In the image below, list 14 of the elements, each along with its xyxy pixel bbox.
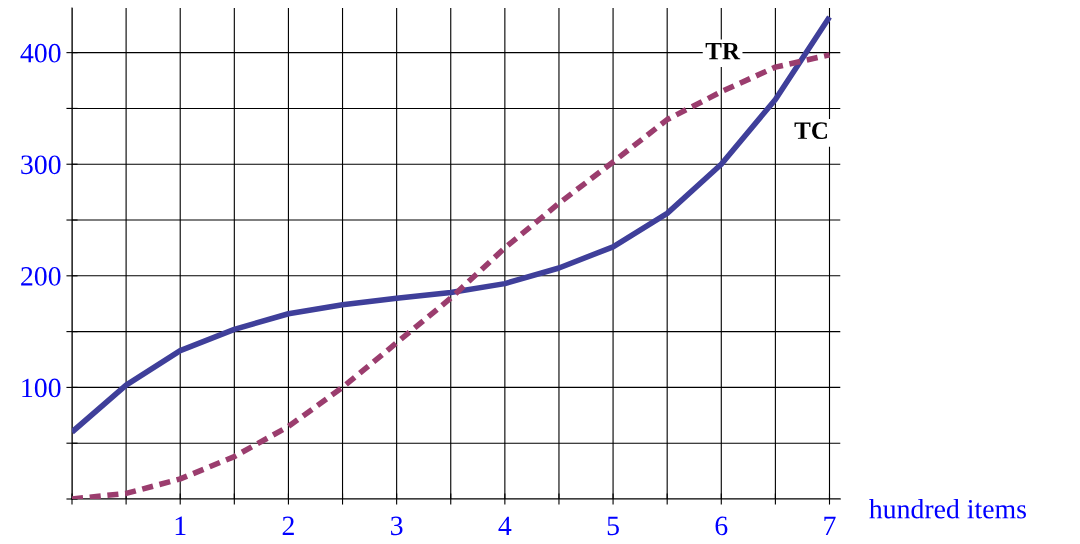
x-tick-label: 4 <box>498 516 512 535</box>
y-tick-label: 300 <box>21 155 61 175</box>
x-tick-label: 2 <box>282 516 294 535</box>
x-tick-label: 6 <box>715 516 728 536</box>
x-axis-title: hundred items <box>869 499 1026 519</box>
x-tick-label: 7 <box>824 516 836 535</box>
x-tick-label: 3 <box>391 516 403 536</box>
series-label: TC <box>794 122 827 140</box>
x-tick-label: 1 <box>175 516 186 535</box>
y-tick-label: 100 <box>22 378 61 398</box>
series-label: TR <box>705 42 741 60</box>
x-tick-label: 5 <box>607 516 619 536</box>
y-tick-label: 400 <box>20 43 61 63</box>
y-tick-label: 200 <box>21 266 61 286</box>
